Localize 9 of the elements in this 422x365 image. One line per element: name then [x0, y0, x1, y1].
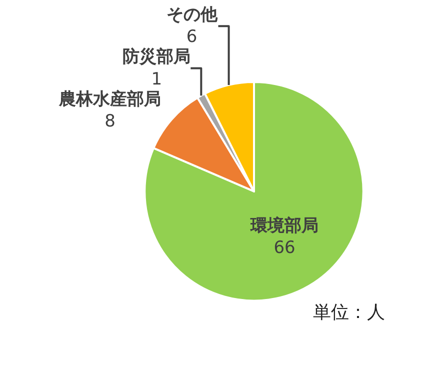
data-label: 66 [274, 238, 296, 258]
slice-label: 農林水産部局 [58, 89, 162, 110]
data-label: 1 [151, 69, 162, 90]
slice-label: その他 [166, 5, 218, 26]
data-label: 6 [186, 27, 198, 48]
slice-label: 防災部局 [122, 47, 191, 68]
text: 単位：人 [313, 302, 385, 323]
data-label: 8 [104, 111, 116, 132]
slice-label: 環境部局 [250, 216, 319, 236]
